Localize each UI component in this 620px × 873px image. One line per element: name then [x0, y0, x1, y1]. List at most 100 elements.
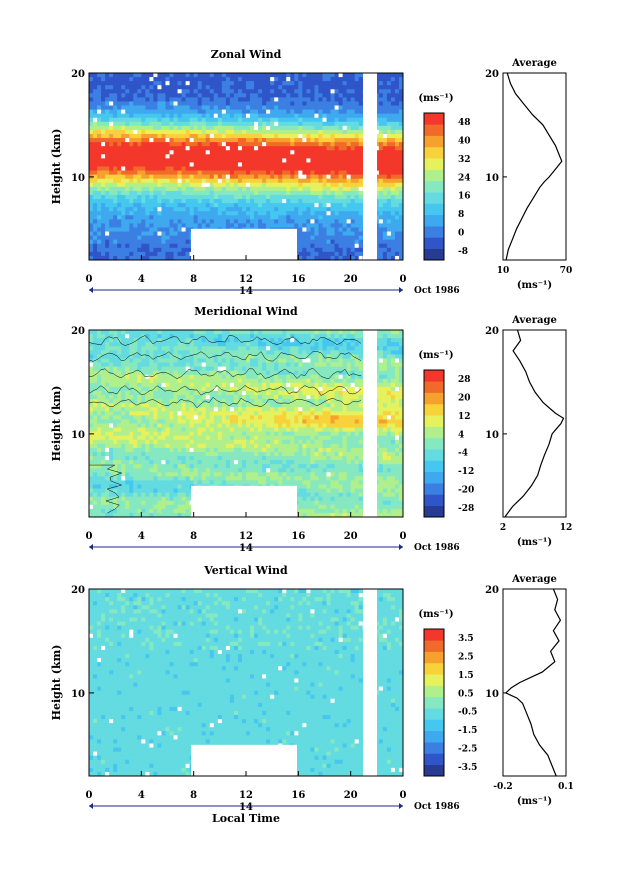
heatmap-cell: [177, 415, 182, 420]
heatmap-cell: [185, 199, 191, 204]
heatmap-cell: [113, 251, 118, 257]
heatmap-cell: [145, 255, 150, 261]
heatmap-cell: [113, 207, 118, 212]
heatmap-cell: [354, 93, 360, 98]
heatmap-cell: [113, 447, 118, 453]
heatmap-cell: [105, 178, 110, 184]
heatmap-cell: [306, 109, 311, 115]
heatmap-cell: [262, 129, 267, 135]
heatmap-cell: [157, 330, 162, 335]
heatmap-cell: [101, 203, 106, 208]
heatmap-cell: [201, 129, 207, 135]
heatmap-cell: [105, 330, 110, 335]
heatmap-cell: [298, 117, 303, 123]
heatmap-cell: [398, 199, 404, 204]
heatmap-cell: [129, 190, 134, 196]
heatmap-cell: [169, 109, 174, 115]
heatmap-cell: [125, 101, 130, 106]
heatmap-cell: [246, 73, 251, 78]
heatmap-cell: [338, 77, 344, 82]
heatmap-cell: [129, 109, 134, 115]
heatmap-cell: [157, 211, 162, 216]
heatmap-cell: [250, 170, 255, 176]
heatmap-cell: [137, 451, 142, 457]
heatmap-cell: [93, 113, 98, 119]
heatmap-cell: [133, 158, 138, 163]
heatmap-cell: [169, 512, 174, 518]
heatmap-cell: [177, 512, 182, 518]
heatmap-cell: [153, 423, 158, 428]
heatmap-cell: [177, 77, 182, 82]
heatmap-cell: [302, 154, 307, 159]
heatmap-cell: [197, 386, 203, 392]
heatmap-cell: [318, 89, 323, 94]
heatmap-cell: [173, 207, 178, 212]
heatmap-cell: [177, 370, 182, 376]
heatmap-cell: [229, 105, 235, 110]
heatmap-cell: [330, 142, 335, 147]
heatmap-cell: [386, 138, 392, 143]
heatmap-cell: [193, 346, 199, 351]
heatmap-cell: [133, 451, 138, 457]
heatmap-cell: [246, 93, 251, 98]
heatmap-cell: [181, 435, 187, 441]
heatmap-cell: [145, 239, 150, 245]
heatmap-cell: [221, 211, 227, 216]
heatmap-cell: [282, 89, 287, 94]
heatmap-cell: [197, 223, 203, 228]
heatmap-cell: [382, 231, 388, 237]
heatmap-cell: [153, 239, 158, 245]
heatmap-cell: [161, 178, 166, 184]
heatmap-cell: [133, 374, 138, 380]
heatmap-cell: [294, 178, 299, 184]
heatmap-cell: [133, 227, 138, 232]
heatmap-cell: [153, 219, 158, 224]
heatmap-cell: [169, 330, 174, 335]
heatmap-cell: [209, 219, 215, 224]
heatmap-cell: [254, 77, 259, 82]
heatmap-cell: [89, 378, 94, 384]
heatmap-cell: [169, 186, 174, 192]
heatmap-cell: [169, 93, 174, 98]
heatmap-cell: [286, 194, 291, 200]
heatmap-cell: [161, 460, 166, 465]
heatmap-cell: [346, 158, 352, 163]
heatmap-cell: [161, 174, 166, 180]
heatmap-cell: [270, 174, 275, 180]
heatmap-cell: [270, 215, 275, 220]
heatmap-cell: [254, 129, 259, 135]
heatmap-cell: [101, 512, 106, 518]
heatmap-cell: [101, 334, 106, 339]
heatmap-cell: [149, 89, 154, 94]
heatmap-cell: [386, 117, 392, 123]
heatmap-cell: [294, 125, 299, 131]
heatmap-cell: [101, 251, 106, 257]
heatmap-cell: [169, 415, 174, 420]
heatmap-cell: [386, 146, 392, 151]
heatmap-cell: [97, 472, 102, 477]
heatmap-cell: [358, 97, 364, 102]
heatmap-cell: [306, 182, 311, 188]
heatmap-cell: [197, 129, 203, 135]
heatmap-cell: [169, 342, 174, 347]
heatmap-cell: [169, 390, 174, 396]
heatmap-cell: [89, 207, 94, 212]
heatmap-cell: [318, 203, 323, 208]
heatmap-cell: [137, 358, 142, 363]
heatmap-cell: [250, 178, 255, 184]
heatmap-cell: [334, 73, 339, 78]
heatmap-cell: [294, 219, 299, 224]
heatmap-cell: [165, 484, 170, 489]
heatmap-cell: [306, 215, 311, 220]
heatmap-cell: [129, 504, 134, 510]
heatmap-cell: [318, 113, 323, 119]
heatmap-cell: [314, 81, 319, 86]
heatmap-cell: [129, 207, 134, 212]
heatmap-cell: [121, 476, 126, 481]
heatmap-cell: [141, 504, 146, 510]
heatmap-cell: [153, 386, 158, 392]
heatmap-cell: [121, 101, 126, 106]
heatmap-cell: [149, 476, 154, 481]
heatmap-cell: [125, 354, 130, 359]
heatmap-cell: [330, 117, 335, 123]
